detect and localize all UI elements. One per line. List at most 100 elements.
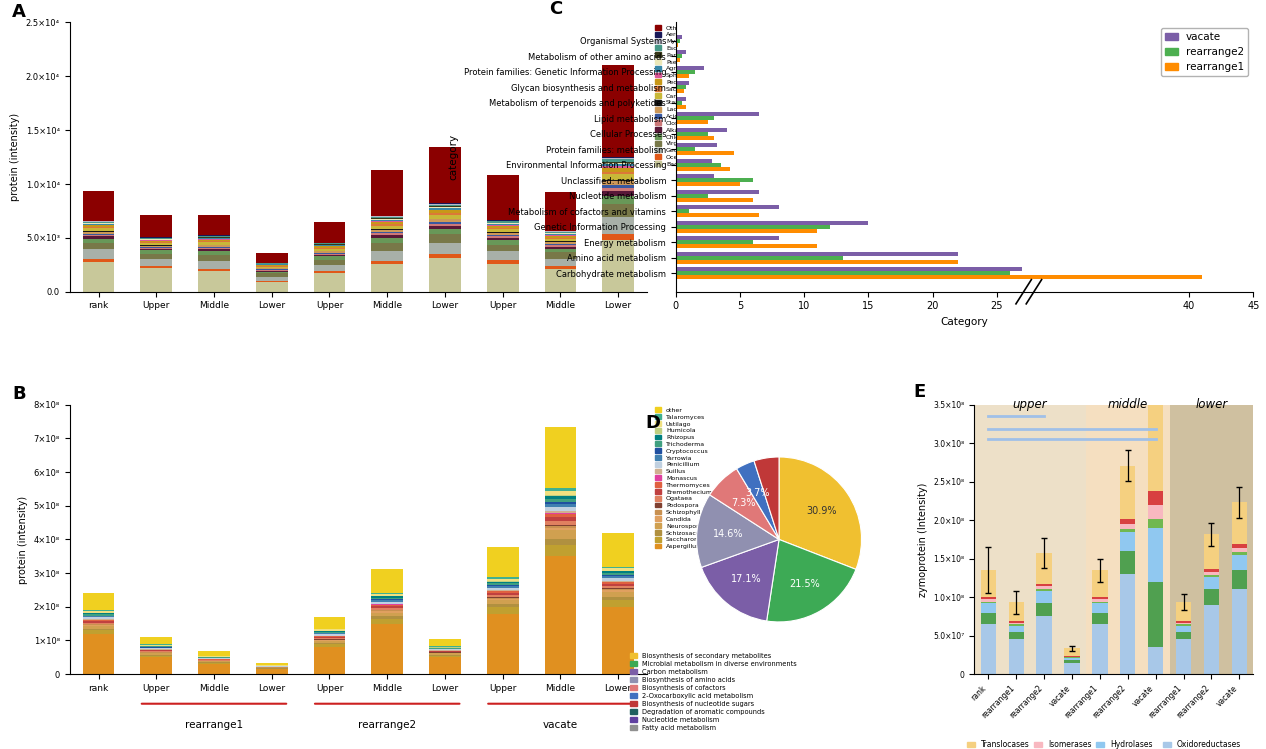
Bar bbox=[371, 238, 403, 243]
Bar bbox=[676, 237, 779, 240]
Bar bbox=[676, 240, 753, 244]
Bar bbox=[314, 616, 346, 628]
Bar bbox=[1120, 574, 1136, 674]
Bar bbox=[676, 256, 843, 260]
Bar bbox=[429, 222, 461, 224]
Bar bbox=[314, 641, 346, 643]
Bar bbox=[981, 599, 996, 601]
Bar bbox=[141, 241, 172, 243]
Bar bbox=[141, 658, 172, 674]
Legend: Translocases, Ligases, Isomerases, Lyases, Hydrolases, Transferases, Oxidoreduct: Translocases, Ligases, Isomerases, Lyase… bbox=[965, 737, 1244, 749]
Bar bbox=[314, 273, 346, 292]
Bar bbox=[429, 653, 461, 655]
Bar bbox=[676, 244, 817, 249]
Bar bbox=[1009, 632, 1024, 640]
Bar bbox=[1037, 591, 1052, 602]
Text: rearrange1: rearrange1 bbox=[185, 720, 243, 730]
Bar bbox=[603, 234, 634, 240]
Bar bbox=[487, 224, 519, 225]
Bar bbox=[82, 249, 114, 258]
Bar bbox=[676, 225, 830, 229]
Bar bbox=[544, 517, 576, 521]
Bar bbox=[256, 669, 287, 674]
Bar bbox=[544, 530, 576, 539]
Bar bbox=[197, 261, 230, 269]
Bar bbox=[256, 277, 287, 281]
Bar bbox=[82, 190, 114, 221]
Bar bbox=[487, 235, 519, 237]
Bar bbox=[981, 624, 996, 674]
Text: 14.6%: 14.6% bbox=[713, 529, 743, 539]
Bar bbox=[371, 610, 403, 611]
Legend: Biosynthesis of secondary metabolites, Microbial metabolism in diverse environme: Biosynthesis of secondary metabolites, M… bbox=[628, 650, 800, 733]
Bar bbox=[141, 653, 172, 655]
Bar bbox=[603, 573, 634, 575]
Bar bbox=[141, 637, 172, 644]
Bar bbox=[141, 254, 172, 259]
Bar bbox=[141, 266, 172, 268]
Bar bbox=[544, 235, 576, 237]
Bar bbox=[544, 557, 576, 674]
Wedge shape bbox=[779, 457, 862, 569]
Bar bbox=[141, 243, 172, 245]
Bar bbox=[487, 585, 519, 586]
Bar bbox=[314, 256, 346, 260]
Bar bbox=[676, 81, 689, 85]
Bar bbox=[314, 246, 346, 248]
Bar bbox=[314, 243, 346, 244]
Bar bbox=[82, 225, 114, 228]
Bar bbox=[141, 247, 172, 248]
Bar bbox=[676, 58, 680, 62]
Bar bbox=[603, 592, 634, 597]
Bar bbox=[487, 579, 519, 581]
Bar bbox=[544, 495, 576, 496]
Bar bbox=[603, 188, 634, 191]
Bar bbox=[1120, 520, 1136, 524]
Bar bbox=[676, 183, 741, 187]
Bar bbox=[429, 208, 461, 210]
Bar bbox=[1176, 640, 1191, 674]
Bar bbox=[371, 594, 403, 596]
Bar bbox=[82, 616, 114, 617]
Bar bbox=[82, 622, 114, 624]
Bar bbox=[487, 264, 519, 292]
Legend: Others, Aeropyrum, Mycolicibacterium, Escherichia, Parvibaculum, Pseudomonas, Ag: Others, Aeropyrum, Mycolicibacterium, Es… bbox=[653, 22, 728, 169]
Bar bbox=[676, 54, 682, 58]
Bar bbox=[197, 247, 230, 248]
Bar bbox=[544, 513, 576, 514]
Bar bbox=[197, 269, 230, 271]
Bar bbox=[544, 244, 576, 245]
Bar bbox=[487, 613, 519, 674]
Bar bbox=[314, 637, 346, 638]
Bar bbox=[603, 600, 634, 607]
Bar bbox=[1009, 622, 1024, 623]
Bar bbox=[314, 254, 346, 255]
Bar bbox=[487, 588, 519, 590]
Text: 17.1%: 17.1% bbox=[732, 574, 762, 584]
Bar bbox=[544, 491, 576, 495]
Bar bbox=[1204, 568, 1219, 572]
Bar bbox=[487, 237, 519, 238]
Bar bbox=[676, 252, 958, 256]
Bar bbox=[141, 648, 172, 649]
Bar bbox=[487, 229, 519, 232]
Wedge shape bbox=[767, 539, 856, 622]
Bar bbox=[1093, 601, 1108, 604]
Bar bbox=[676, 112, 760, 116]
Text: A: A bbox=[11, 3, 25, 21]
Bar bbox=[544, 507, 576, 512]
Bar bbox=[544, 267, 576, 269]
Bar bbox=[429, 658, 461, 674]
Bar bbox=[676, 132, 708, 136]
Bar bbox=[141, 645, 172, 646]
Text: 7.3%: 7.3% bbox=[732, 498, 756, 508]
Bar bbox=[603, 566, 634, 568]
Bar bbox=[141, 250, 172, 254]
Bar bbox=[1009, 623, 1024, 625]
Bar bbox=[371, 264, 403, 292]
Bar bbox=[1176, 622, 1191, 623]
Bar bbox=[1148, 647, 1163, 674]
Bar bbox=[544, 269, 576, 292]
Bar bbox=[544, 499, 576, 503]
Bar bbox=[487, 577, 519, 579]
